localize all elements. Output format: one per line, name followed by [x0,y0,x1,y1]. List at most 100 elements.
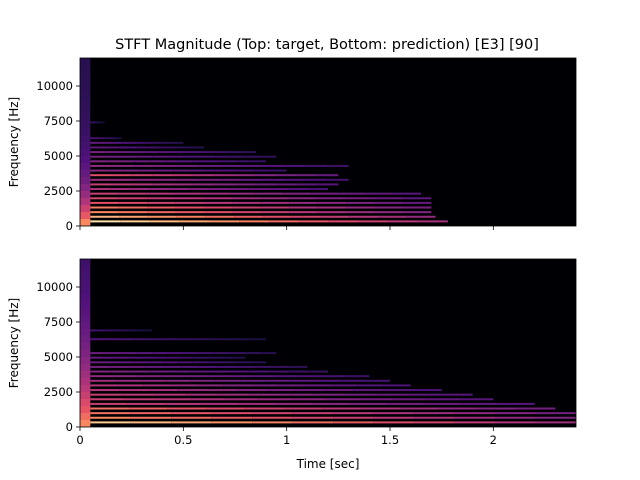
harmonic-segment [197,164,220,167]
harmonic-segment [460,402,498,405]
harmonic-segment [183,375,207,378]
harmonic-segment [105,352,122,355]
harmonic-segment [113,137,117,140]
harmonic-segment [377,393,409,396]
harmonic-segment [418,220,448,223]
onset-cell [80,128,91,135]
harmonic-segment [338,192,366,195]
harmonic-segment [248,370,269,373]
chart-title: STFT Magnitude (Top: target, Bottom: pre… [115,37,539,53]
harmonic-segment [229,352,246,355]
harmonic-segment [93,121,96,124]
harmonic-segment [197,384,224,387]
y-tick-label: 7500 [44,114,73,128]
harmonic-segment [495,412,536,415]
onset-cell [80,212,91,219]
harmonic-segment [92,121,94,124]
harmonic-segment [393,192,421,195]
harmonic-segment [406,215,436,218]
harmonic-segment [346,201,375,204]
onset-cell [80,371,91,378]
onset-cell [80,107,91,114]
harmonic-segment [98,121,100,124]
harmonic-segment [251,160,266,163]
y-tick-label: 0 [66,420,73,434]
harmonic-segment [222,160,237,163]
harmonic-segment [249,393,282,396]
onset-cell [80,322,91,329]
harmonic-segment [276,375,300,378]
harmonic-segment [495,421,536,424]
harmonic-segment [209,370,229,373]
harmonic-segment [90,121,92,124]
harmonic-segment [277,384,304,387]
harmonic-segment [392,398,427,401]
harmonic-segment [145,151,160,154]
harmonic-segment [238,402,276,405]
harmonic-segment [284,407,323,410]
harmonic-segment [288,370,309,373]
harmonic-segment [137,146,148,149]
harmonic-segment [145,192,173,195]
harmonic-segment [288,188,309,191]
harmonic-segment [148,160,164,163]
harmonic-segment [160,375,184,378]
harmonic-segment [104,338,120,341]
harmonic-segment [110,188,130,191]
harmonic-segment [163,160,179,163]
harmonic-segment [100,137,104,140]
onset-cell [80,336,91,343]
harmonic-segment [171,412,212,415]
harmonic-segment [119,338,135,341]
harmonic-segment [152,155,168,158]
harmonic-segment [90,220,121,223]
harmonic-segment [152,141,161,144]
harmonic-segment [414,412,455,415]
harmonic-segment [90,389,120,392]
harmonic-segment [260,201,290,204]
harmonic-segment [291,215,321,218]
harmonic-segment [400,407,440,410]
harmonic-segment [193,356,207,359]
harmonic-segment [90,155,106,158]
y-tick-label: 10000 [36,79,73,93]
harmonic-segment [171,421,212,424]
harmonic-segment [91,121,93,124]
harmonic-segment [149,370,170,373]
harmonic-segment [118,137,122,140]
harmonic-segment [178,338,193,341]
harmonic-segment [169,370,190,373]
harmonic-segment [156,146,167,149]
onset-cell [80,259,91,266]
harmonic-segment [169,188,190,191]
onset-cell [80,357,91,364]
x-axis-label: Time [sec] [296,457,360,471]
harmonic-segment [206,356,220,359]
plot-frame-top [79,57,577,227]
harmonic-segment [104,151,118,154]
harmonic-segment [147,211,176,214]
harmonic-segment [136,329,142,332]
harmonic-segment [173,192,201,195]
harmonic-segment [268,188,289,191]
harmonic-segment [232,201,261,204]
harmonic-segment [260,352,277,355]
y-axis-label-bottom: Frequency [Hz] [7,298,21,389]
harmonic-segment [359,398,393,401]
harmonic-segment [105,137,109,140]
harmonic-segment [130,416,172,419]
harmonic-segment [103,356,117,359]
onset-cell [80,156,91,163]
harmonic-segment [194,146,204,149]
harmonic-segment [98,141,106,144]
harmonic-segment [109,146,119,149]
harmonic-segment [388,220,419,223]
harmonic-segment [232,356,246,359]
harmonic-segment [262,164,285,167]
harmonic-segment [292,416,334,419]
harmonic-segment [115,379,141,382]
harmonic-segment [96,121,98,124]
harmonic-segment [144,365,163,368]
harmonic-segment [374,201,403,204]
